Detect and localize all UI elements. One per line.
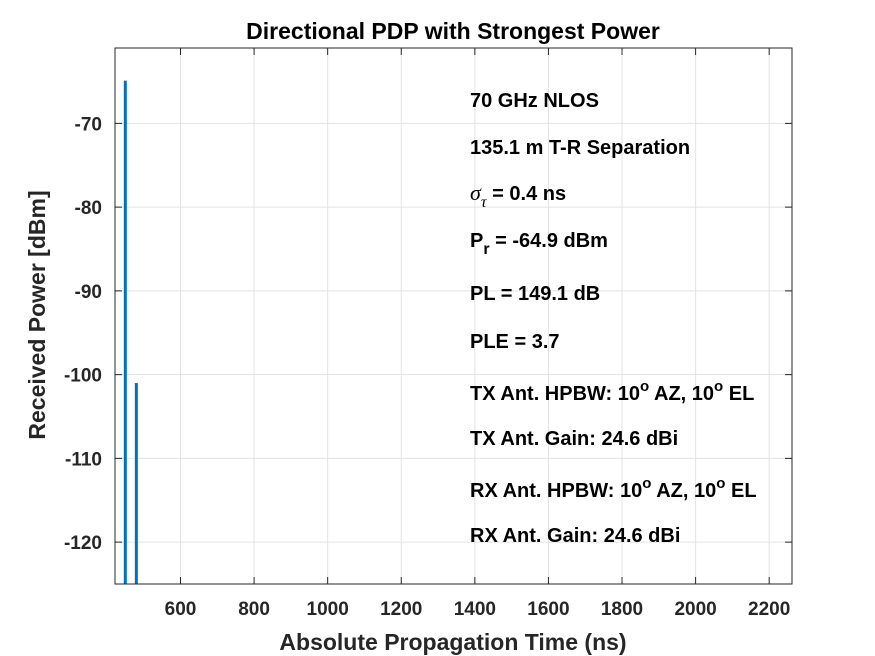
pr-subscript: r [483, 241, 489, 258]
rx-hpbw-suffix: EL [725, 480, 756, 502]
y-tick-label: -100 [64, 366, 102, 387]
x-tick-label: 1200 [380, 599, 422, 620]
x-tick-label: 2000 [674, 599, 716, 620]
y-tick-label: -70 [75, 114, 102, 135]
chart-title: Directional PDP with Strongest Power [246, 18, 660, 44]
tx-degree-el: o [714, 378, 723, 395]
pr-value: = -64.9 dBm [490, 230, 608, 252]
x-tick-label: 1600 [527, 599, 569, 620]
x-axis-label: Absolute Propagation Time (ns) [279, 629, 626, 655]
tx-hpbw-prefix: TX Ant. HPBW: 10 [470, 383, 640, 405]
annotation-tx-hpbw: TX Ant. HPBW: 10o AZ, 10o EL [470, 378, 754, 405]
annotation-received-power: Pr = -64.9 dBm [470, 230, 608, 258]
x-tick-label: 2200 [748, 599, 790, 620]
rx-hpbw-prefix: RX Ant. HPBW: 10 [470, 480, 642, 502]
x-tick-label: 1800 [601, 599, 643, 620]
annotation-rx-gain: RX Ant. Gain: 24.6 dBi [470, 525, 680, 547]
sigma-value: = 0.4 ns [487, 183, 567, 205]
annotation-frequency: 70 GHz NLOS [470, 90, 599, 112]
x-tick-label: 800 [238, 599, 270, 620]
rx-hpbw-mid: AZ, 10 [651, 480, 716, 502]
sigma-subscript: τ [481, 194, 488, 211]
annotation-rx-hpbw: RX Ant. HPBW: 10o AZ, 10o EL [470, 475, 757, 502]
x-tick-label: 600 [165, 599, 197, 620]
annotation-path-loss: PL = 149.1 dB [470, 283, 600, 305]
annotation-block: 70 GHz NLOS 135.1 m T-R Separation στ = … [470, 90, 757, 547]
x-tick-label: 1400 [454, 599, 496, 620]
tx-hpbw-mid: AZ, 10 [649, 383, 714, 405]
annotation-ple: PLE = 3.7 [470, 331, 560, 353]
y-tick-label: -120 [64, 533, 102, 554]
y-tick-label: -80 [75, 198, 102, 219]
y-tick-label: -90 [75, 282, 102, 303]
tick-marks [115, 48, 792, 584]
annotation-tx-gain: TX Ant. Gain: 24.6 dBi [470, 428, 678, 450]
rx-degree-az: o [642, 475, 651, 492]
y-tick-label: -110 [65, 449, 102, 470]
axes-box [114, 47, 793, 585]
tx-hpbw-suffix: EL [723, 383, 754, 405]
tick-labels: 600 800 1000 1200 1400 1600 1800 2000 2200 -70 -80… [64, 114, 790, 620]
rx-degree-el: o [716, 475, 725, 492]
pr-symbol: P [470, 230, 483, 252]
pdp-stems [123, 80, 138, 584]
annotation-separation: 135.1 m T-R Separation [470, 137, 690, 159]
x-tick-label: 1000 [307, 599, 349, 620]
grid-lines [115, 48, 792, 584]
tx-degree-az: o [640, 378, 649, 395]
y-axis-label: Received Power [dBm] [24, 190, 50, 439]
sigma-symbol: σ [470, 180, 482, 205]
annotation-rms-delay-spread: στ = 0.4 ns [470, 180, 566, 211]
